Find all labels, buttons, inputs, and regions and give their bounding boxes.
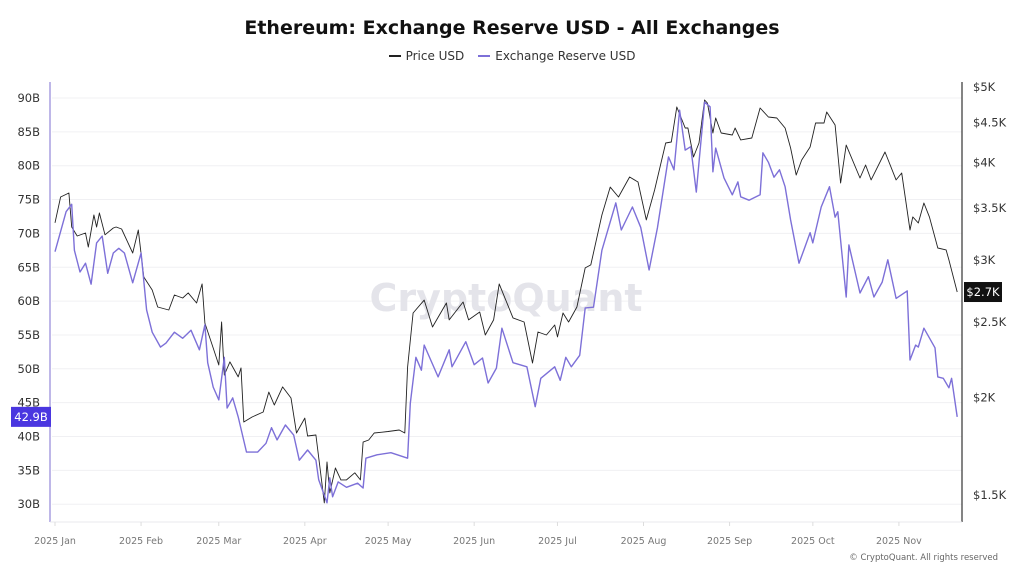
left-tick-label: 70B (17, 226, 40, 240)
legend-item-reserve[interactable]: Exchange Reserve USD (478, 49, 635, 63)
x-tick-label: 2025 Nov (876, 536, 922, 547)
x-tick-label: 2025 Jan (34, 536, 76, 547)
watermark-logo: CryptoQuant (369, 276, 642, 320)
left-current-value-label: 42.9B (14, 410, 48, 424)
x-tick-label: 2025 Mar (196, 536, 241, 547)
x-tick-label: 2025 Apr (283, 536, 327, 547)
right-current-value-badge (964, 282, 1002, 303)
left-tick-label: 65B (17, 260, 40, 274)
x-tick-label: 2025 Jun (453, 536, 495, 547)
copyright-text: © CryptoQuant. All rights reserved (849, 553, 998, 563)
left-tick-label: 75B (17, 193, 40, 207)
right-tick-label: $1.5K (973, 488, 1007, 502)
legend-item-price[interactable]: Price USD (388, 49, 465, 63)
left-tick-label: 85B (17, 125, 40, 139)
x-tick-label: 2025 Oct (791, 536, 835, 547)
right-tick-label: $5K (973, 80, 996, 94)
right-current-value-label: $2.7K (966, 285, 1000, 299)
left-tick-label: 90B (17, 91, 40, 105)
legend: Price USD Exchange Reserve USD (0, 49, 1024, 63)
left-tick-label: 40B (17, 430, 40, 444)
left-tick-label: 55B (17, 328, 40, 342)
left-tick-label: 50B (17, 362, 40, 376)
right-tick-label: $3.5K (973, 201, 1007, 215)
right-tick-label: $4K (973, 156, 996, 170)
x-tick-label: 2025 Aug (621, 536, 667, 547)
legend-swatch-reserve (478, 55, 491, 57)
left-tick-label: 60B (17, 294, 40, 308)
left-tick-label: 30B (17, 497, 40, 511)
reserve-series-line (54, 101, 958, 504)
x-tick-label: 2025 Sep (707, 536, 752, 547)
legend-label-reserve: Exchange Reserve USD (495, 49, 636, 63)
left-current-value-badge (11, 406, 51, 427)
right-tick-label: $3K (973, 253, 996, 267)
chart-title: Ethereum: Exchange Reserve USD - All Exc… (244, 17, 780, 39)
right-tick-label: $2K (973, 391, 996, 405)
x-tick-label: 2025 May (365, 536, 412, 547)
right-tick-label: $4.5K (973, 116, 1007, 130)
right-tick-label: $2.5K (973, 315, 1007, 329)
x-tick-label: 2025 Jul (538, 536, 577, 547)
legend-swatch-price (388, 55, 401, 57)
x-tick-label: 2025 Feb (119, 536, 163, 547)
left-tick-label: 35B (17, 463, 40, 477)
price-series-line (54, 99, 958, 504)
legend-label-price: Price USD (405, 49, 465, 63)
left-tick-label: 45B (17, 396, 40, 410)
left-tick-label: 80B (17, 159, 40, 173)
